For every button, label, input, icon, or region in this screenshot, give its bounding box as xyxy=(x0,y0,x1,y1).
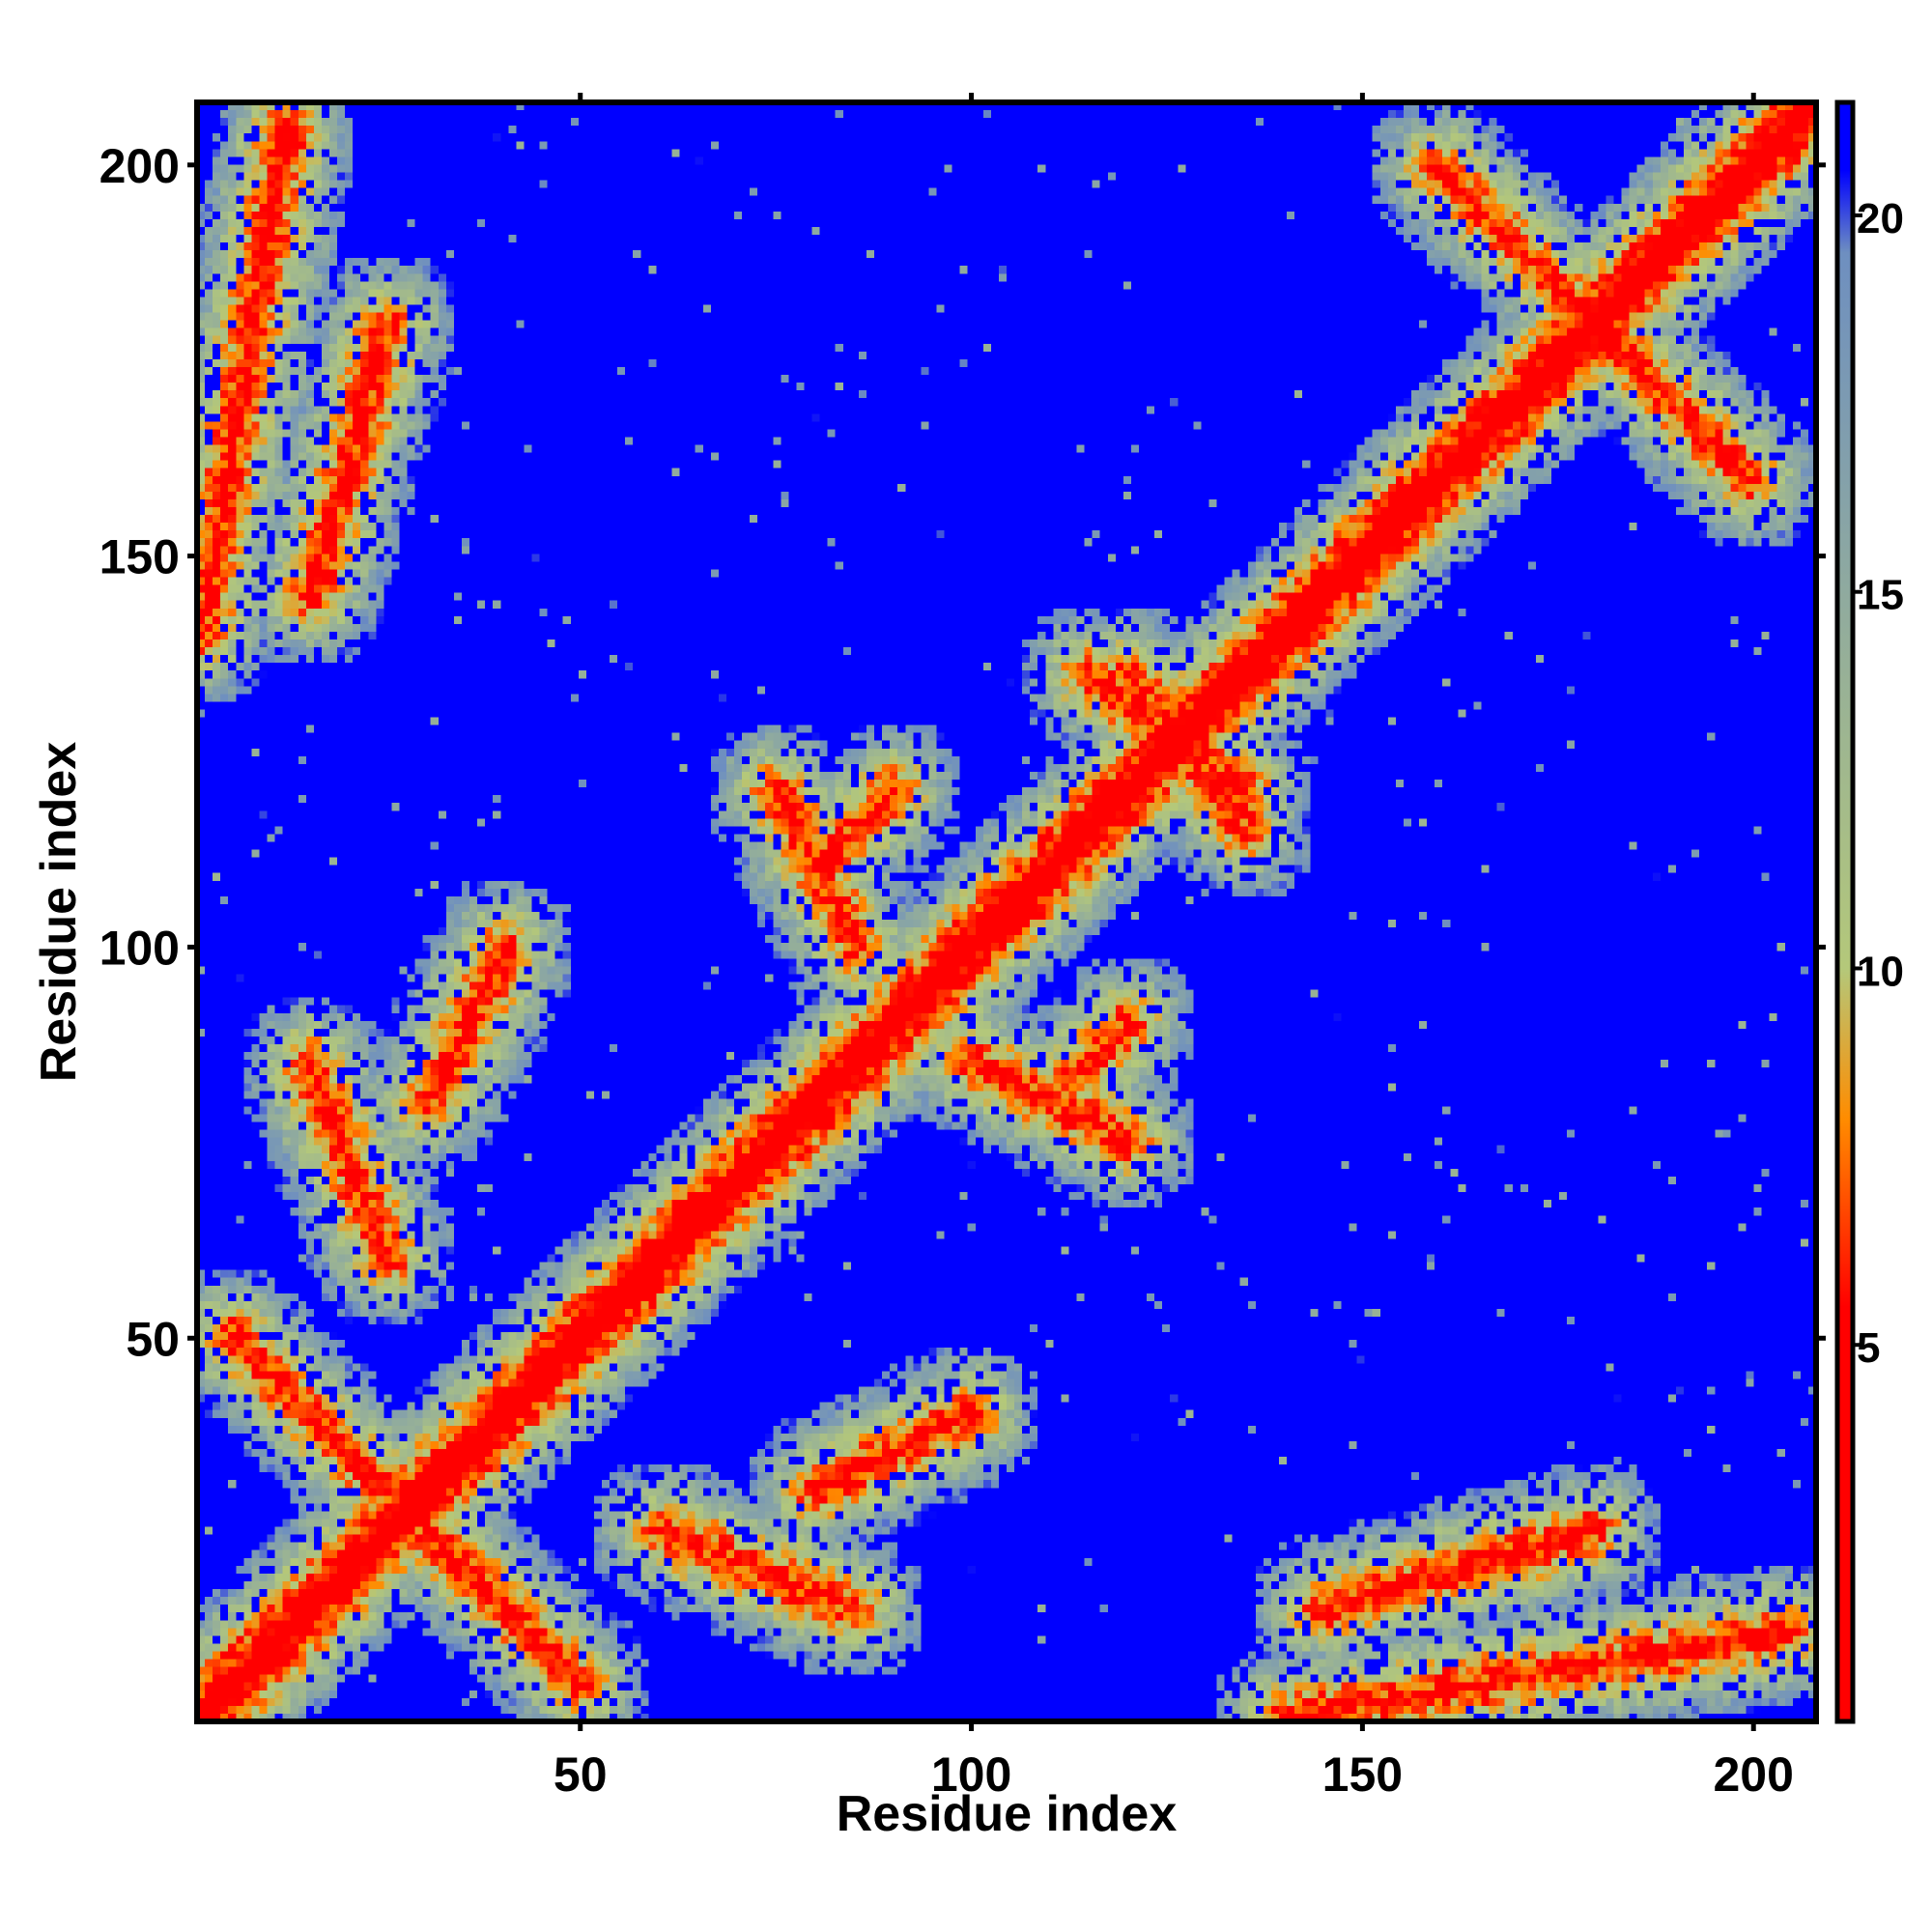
y-tick-label-200: 200 xyxy=(99,139,180,193)
colorbar: 5 10 15 20 xyxy=(1834,99,1904,1724)
colorbar-fill xyxy=(1837,102,1853,1721)
colorbar-tick-label-20: 20 xyxy=(1857,195,1904,242)
x-axis-title: Residue index xyxy=(837,1786,1178,1842)
y-tick-label-50: 50 xyxy=(126,1312,180,1366)
colorbar-tick-label-5: 5 xyxy=(1857,1324,1880,1372)
colorbar-tick-label-15: 15 xyxy=(1857,572,1904,619)
x-tick-label-50: 50 xyxy=(554,1747,608,1802)
plot-frame xyxy=(194,99,1819,1724)
colorbar-tick-label-10: 10 xyxy=(1857,948,1904,995)
x-tick-label-150: 150 xyxy=(1322,1747,1403,1802)
heatmap-layer xyxy=(197,102,1816,1721)
y-tick-label-150: 150 xyxy=(99,530,180,584)
x-tick-label-200: 200 xyxy=(1714,1747,1794,1802)
colorbar-frame xyxy=(1834,99,1856,1724)
colorbar-ticks: 5 10 15 20 xyxy=(1853,195,1904,1372)
heatmap-image xyxy=(197,102,1816,1721)
x-tick-label-100: 100 xyxy=(931,1747,1011,1802)
x-axis: 50 100 150 200 xyxy=(554,93,1794,1802)
y-axis: 50 100 150 200 xyxy=(99,139,1826,1366)
y-tick-label-100: 100 xyxy=(99,921,180,975)
y-axis-title: Residue index xyxy=(31,742,87,1083)
